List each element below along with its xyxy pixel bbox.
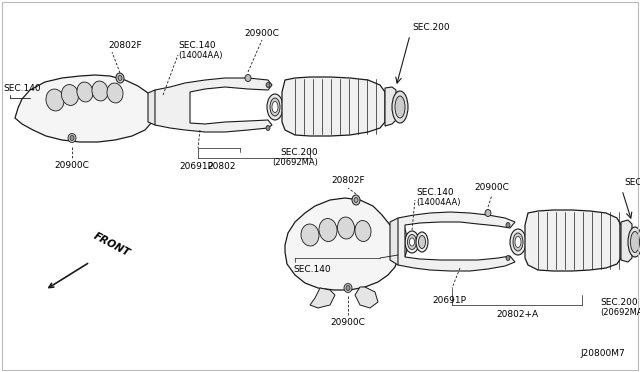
Ellipse shape (267, 94, 283, 120)
Ellipse shape (513, 233, 523, 251)
Ellipse shape (118, 76, 122, 80)
Ellipse shape (70, 135, 74, 141)
Ellipse shape (337, 217, 355, 239)
Ellipse shape (485, 209, 491, 217)
Polygon shape (355, 287, 378, 308)
Text: SEC.200: SEC.200 (600, 298, 637, 307)
Ellipse shape (161, 96, 175, 118)
Text: SEC.200: SEC.200 (624, 178, 640, 187)
Text: SEC.140: SEC.140 (3, 84, 40, 93)
Ellipse shape (68, 134, 76, 142)
Text: 20900C: 20900C (244, 29, 280, 38)
Ellipse shape (166, 103, 170, 111)
Text: 20900C: 20900C (331, 318, 365, 327)
Text: 20900C: 20900C (475, 183, 509, 192)
Text: SEC.200: SEC.200 (412, 23, 450, 32)
Text: 20802F: 20802F (331, 176, 365, 185)
Ellipse shape (346, 285, 350, 291)
Ellipse shape (270, 98, 280, 116)
Text: 20691P: 20691P (432, 296, 466, 305)
Ellipse shape (301, 224, 319, 246)
Ellipse shape (392, 91, 408, 123)
Text: 20691P: 20691P (179, 162, 213, 171)
Ellipse shape (266, 83, 270, 87)
Ellipse shape (77, 82, 93, 102)
Text: SEC.140: SEC.140 (293, 265, 331, 274)
Text: 20802F: 20802F (108, 41, 141, 50)
Ellipse shape (408, 234, 417, 250)
Polygon shape (285, 198, 398, 290)
Ellipse shape (630, 231, 639, 253)
Polygon shape (310, 288, 335, 308)
Polygon shape (525, 210, 621, 271)
Text: (14004AA): (14004AA) (178, 51, 223, 60)
Ellipse shape (107, 83, 123, 103)
Text: 20802: 20802 (208, 162, 236, 171)
Text: FRONT: FRONT (92, 231, 132, 258)
Ellipse shape (61, 84, 79, 105)
Ellipse shape (163, 99, 173, 115)
Ellipse shape (510, 229, 526, 255)
Ellipse shape (506, 256, 510, 260)
Polygon shape (15, 75, 155, 142)
Ellipse shape (515, 237, 521, 247)
Polygon shape (282, 77, 385, 136)
Ellipse shape (419, 235, 426, 248)
Text: J20800M7: J20800M7 (580, 349, 625, 358)
Ellipse shape (416, 232, 428, 252)
Ellipse shape (410, 238, 415, 246)
Ellipse shape (272, 102, 278, 112)
Ellipse shape (46, 89, 64, 111)
Polygon shape (621, 220, 632, 262)
Ellipse shape (245, 74, 251, 81)
Ellipse shape (344, 283, 352, 292)
Text: 20900C: 20900C (54, 161, 90, 170)
Ellipse shape (354, 198, 358, 202)
Text: (14004AA): (14004AA) (416, 198, 461, 207)
Ellipse shape (116, 73, 124, 83)
Ellipse shape (405, 231, 419, 253)
Ellipse shape (266, 125, 270, 131)
Ellipse shape (355, 221, 371, 241)
Polygon shape (398, 212, 515, 271)
Text: SEC.140: SEC.140 (416, 188, 454, 197)
Polygon shape (155, 78, 272, 132)
Polygon shape (385, 87, 396, 126)
Text: SEC.140: SEC.140 (178, 41, 216, 50)
Ellipse shape (174, 100, 182, 114)
Ellipse shape (628, 227, 640, 257)
Text: 20802+A: 20802+A (496, 310, 538, 319)
Polygon shape (148, 90, 163, 125)
Text: SEC.200: SEC.200 (280, 148, 318, 157)
Ellipse shape (319, 218, 337, 241)
Ellipse shape (92, 81, 108, 101)
Ellipse shape (352, 195, 360, 205)
Polygon shape (390, 218, 407, 265)
Ellipse shape (395, 96, 405, 118)
Ellipse shape (172, 97, 184, 117)
Text: (20692MA): (20692MA) (600, 308, 640, 317)
Text: (20692MA): (20692MA) (272, 158, 318, 167)
Ellipse shape (506, 222, 510, 228)
